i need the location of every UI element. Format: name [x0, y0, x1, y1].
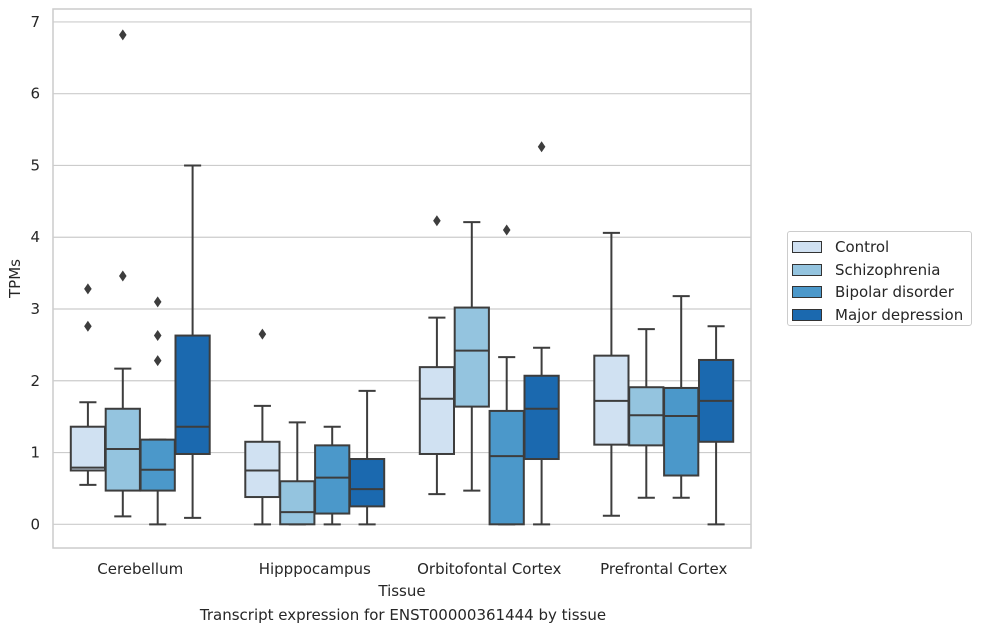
y-tick-label: 0: [30, 515, 40, 533]
box: [418, 366, 456, 455]
outlier-point: [433, 215, 441, 227]
y-tick-label: 2: [30, 372, 40, 390]
plot-frame: [52, 8, 752, 549]
outlier-point: [502, 224, 511, 236]
legend-label: Bipolar disorder: [835, 283, 954, 302]
box: [523, 374, 560, 461]
box: [488, 409, 525, 526]
y-axis-label: TPMs: [6, 259, 24, 299]
box: [279, 480, 316, 526]
outlier-point: [84, 283, 92, 295]
outlier-point: [258, 328, 267, 340]
box: [244, 440, 281, 499]
x-tick-label: Hipppocampus: [259, 560, 371, 578]
legend-swatch: [792, 263, 822, 276]
legend-item: Major depression: [792, 304, 971, 327]
box: [348, 458, 386, 508]
outlier-point: [153, 330, 162, 342]
box: [139, 438, 176, 492]
x-tick-label: Cerebellum: [97, 560, 183, 578]
legend-label: Schizophrenia: [835, 260, 941, 279]
outlier-point: [119, 270, 127, 282]
box: [628, 386, 665, 447]
outlier-point: [153, 296, 162, 308]
box: [314, 444, 351, 515]
legend-swatch: [792, 241, 822, 254]
box: [453, 306, 490, 408]
legend-item: Schizophrenia: [792, 259, 971, 282]
legend: Control Schizophrenia Bipolar disorder Majo…: [787, 231, 972, 326]
legend-item: Bipolar disorder: [792, 281, 971, 304]
chart-title: Transcript expression for ENST0000036144…: [199, 606, 607, 624]
legend-label: Control: [835, 238, 890, 257]
outlier-point: [537, 141, 546, 153]
outlier-point: [119, 29, 127, 41]
x-tick-label: Prefrontal Cortex: [600, 560, 727, 578]
legend-swatch: [792, 308, 822, 321]
outlier-point: [84, 320, 92, 332]
legend-item: Control: [792, 236, 971, 259]
box: [663, 386, 700, 477]
y-tick-label: 1: [30, 444, 40, 462]
y-tick-label: 7: [30, 13, 40, 31]
y-tick-label: 6: [30, 85, 40, 103]
legend-label: Major depression: [835, 305, 964, 324]
y-tick-label: 4: [30, 228, 40, 246]
box: [69, 425, 107, 472]
x-axis-label: Tissue: [377, 582, 425, 600]
x-tick-label: Orbitofontal Cortex: [417, 560, 561, 578]
y-tick-label: 5: [30, 156, 40, 174]
y-tick-label: 3: [30, 300, 40, 318]
outlier-point: [153, 355, 162, 367]
box: [174, 334, 211, 455]
legend-swatch: [792, 286, 822, 299]
